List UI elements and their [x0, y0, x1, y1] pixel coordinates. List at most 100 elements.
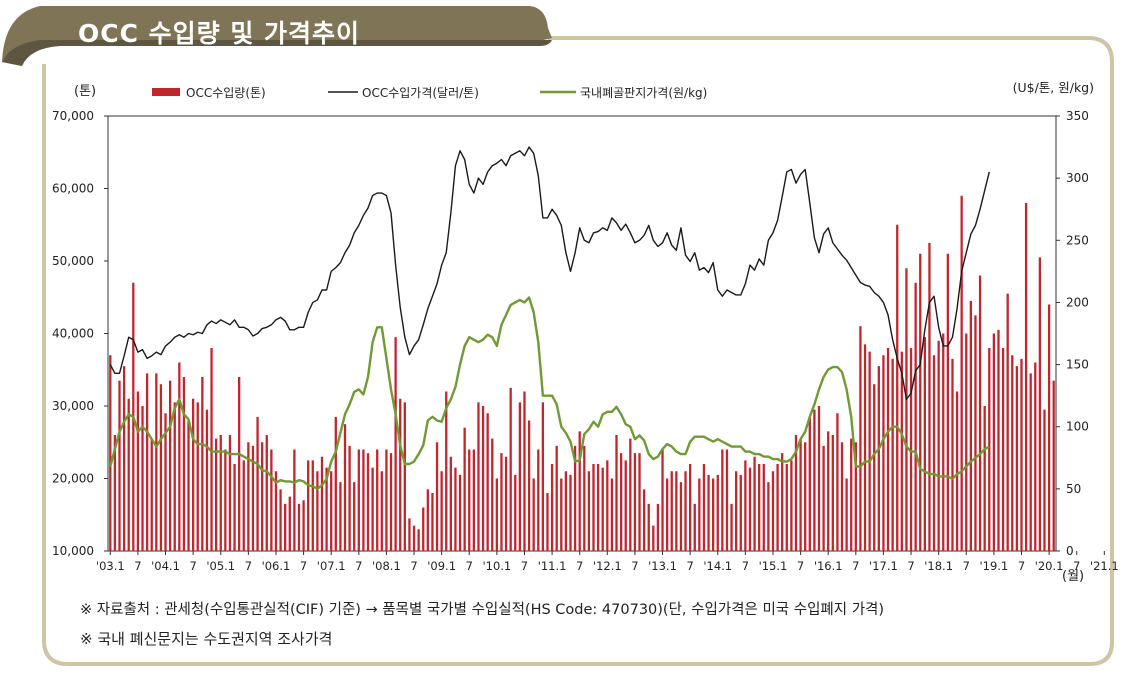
volume-bar — [919, 253, 922, 551]
volume-bar — [702, 464, 706, 551]
volume-bar — [928, 242, 931, 552]
x-tick-label: '07.1 — [317, 559, 346, 573]
volume-bar — [491, 438, 494, 552]
x-tick-label: 7 — [1018, 559, 1025, 573]
volume-bar — [205, 409, 209, 552]
volume-bar — [1043, 409, 1046, 552]
x-tick-label: 7 — [631, 559, 638, 573]
volume-bar — [284, 503, 287, 552]
volume-bar — [261, 442, 264, 551]
volume-bar — [909, 348, 913, 551]
volume-bar — [362, 449, 365, 551]
volume-bar — [560, 478, 563, 551]
legend: OCC수입량(톤) OCC수입가격(달러/톤) 국내폐골판지가격(원/kg) — [152, 86, 707, 100]
volume-bar — [1034, 362, 1037, 551]
x-tick-label: 7 — [742, 559, 749, 573]
volume-bar — [716, 474, 719, 552]
x-tick-label: '15.1 — [759, 559, 788, 573]
volume-bar — [440, 471, 443, 551]
volume-bar — [808, 416, 811, 552]
volume-bar — [569, 474, 572, 552]
volume-bar — [311, 460, 314, 552]
right-tick-label: 150 — [1066, 358, 1089, 372]
volume-bar — [316, 471, 319, 551]
volume-bar — [831, 435, 834, 551]
volume-bar — [992, 333, 996, 551]
volume-bar — [109, 355, 112, 551]
volume-bar — [509, 387, 512, 552]
volume-bar — [228, 435, 232, 551]
volume-bar — [458, 474, 462, 552]
plot-area — [107, 115, 1057, 552]
volume-bar — [937, 340, 940, 551]
volume-bar — [596, 464, 600, 551]
volume-bar — [454, 467, 457, 552]
volume-bar — [822, 445, 825, 552]
volume-bar — [836, 413, 839, 551]
x-tick-label: '10.1 — [482, 559, 511, 573]
volume-bar — [656, 503, 660, 552]
x-tick-label: '21.1 — [1090, 559, 1119, 573]
volume-bar — [988, 348, 991, 551]
source-note: ※ 자료출처 : 관세청(수입통관실적(CIF) 기준) → 품목별 국가별 수… — [80, 602, 885, 618]
left-tick-label: 50,000 — [52, 254, 94, 268]
volume-bar — [606, 460, 609, 552]
volume-bar — [1052, 380, 1055, 552]
x-tick-label: '14.1 — [703, 559, 732, 573]
volume-bar — [960, 195, 963, 551]
volume-bar — [555, 445, 558, 552]
volume-bar — [573, 445, 577, 552]
volume-bar — [251, 445, 255, 552]
volume-bar — [376, 449, 379, 551]
volume-bar — [983, 406, 986, 551]
volume-bar — [638, 453, 641, 552]
volume-bar — [707, 474, 710, 552]
volume-bar — [435, 442, 439, 551]
volume-bar — [877, 366, 880, 552]
volume-bar — [366, 453, 370, 552]
legend-label-import-price: OCC수입가격(달러/톤) — [362, 86, 479, 100]
volume-bar — [288, 496, 291, 552]
volume-bar — [689, 464, 692, 551]
volume-bar — [863, 344, 867, 552]
volume-bar — [431, 493, 434, 551]
left-tick-label: 10,000 — [52, 544, 94, 558]
volume-bar — [675, 471, 678, 551]
volume-bar — [850, 438, 853, 552]
x-tick-label: 7 — [410, 559, 417, 573]
right-tick-label: 100 — [1066, 420, 1089, 434]
volume-bar — [583, 445, 586, 552]
volume-bar — [127, 398, 130, 551]
volume-bar — [224, 449, 227, 551]
volume-bar — [661, 449, 664, 551]
x-tick-label: 7 — [852, 559, 859, 573]
volume-bar — [633, 453, 637, 552]
volume-bar — [293, 449, 296, 551]
volume-bar — [417, 529, 420, 551]
chart-title: OCC 수입량 및 가격추이 — [78, 19, 361, 48]
volume-bar — [330, 471, 333, 551]
volume-bar — [955, 391, 959, 551]
volume-bar — [587, 471, 591, 551]
volume-bar — [495, 478, 499, 551]
volume-bar — [785, 464, 788, 551]
title-banner-shade — [2, 40, 552, 66]
volume-bar — [256, 416, 259, 552]
volume-bar — [297, 503, 301, 552]
volume-bar — [537, 449, 540, 551]
volume-bar — [1038, 257, 1042, 552]
volume-bar — [827, 431, 830, 552]
volume-bar — [371, 467, 374, 552]
volume-bar — [882, 355, 885, 551]
volume-bar — [601, 467, 604, 552]
volume-bar — [523, 391, 526, 551]
axes: 70,000 60,000 50,000 40,000 30,000 20,000 10,0… — [52, 80, 1119, 584]
volume-bar — [541, 402, 545, 552]
volume-bar — [357, 449, 360, 551]
volume-bar — [532, 478, 535, 551]
survey-note: ※ 국내 폐신문지는 수도권지역 조사가격 — [80, 630, 333, 648]
volume-bar — [721, 449, 724, 551]
volume-bar — [610, 478, 614, 551]
